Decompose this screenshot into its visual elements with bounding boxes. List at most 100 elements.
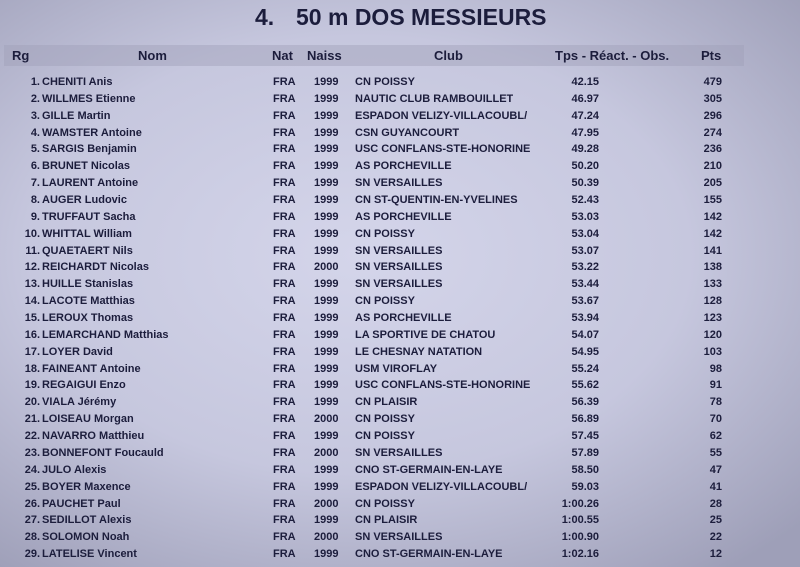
cell-points: 103 — [703, 345, 722, 358]
cell-rank: 22. — [24, 430, 40, 443]
cell-time: 47.24 — [571, 109, 599, 122]
header-birth: Naiss — [307, 48, 342, 63]
cell-nat: FRA — [273, 261, 296, 274]
cell-birth: 1999 — [314, 194, 339, 207]
cell-club: AS PORCHEVILLE — [355, 210, 452, 223]
cell-club: USC CONFLANS-STE-HONORINE — [355, 143, 531, 156]
cell-club: CN POISSY — [355, 430, 415, 443]
table-row: 15. LEROUX Thomas FRA 1999 AS PORCHEVILLE 53.… — [0, 312, 800, 329]
cell-birth: 1999 — [314, 278, 339, 291]
table-row: 14. LACOTE Matthias FRA 1999 CN POISSY 53.67 1… — [0, 295, 800, 312]
cell-points: 25 — [709, 514, 722, 527]
cell-club: CN PLAISIR — [355, 514, 418, 527]
table-row: 28. SOLOMON Noah FRA 2000 SN VERSAILLES 1:00.… — [0, 531, 800, 548]
table-row: 22. NAVARRO Matthieu FRA 1999 CN POISSY 57.45… — [0, 430, 800, 447]
cell-points: 479 — [703, 76, 722, 88]
cell-name: AUGER Ludovic — [42, 194, 127, 207]
cell-name: BONNEFONT Foucauld — [42, 446, 164, 459]
table-row: 24. JULO Alexis FRA 1999 CNO ST-GERMAIN-EN-L… — [0, 464, 800, 481]
cell-time: 53.04 — [571, 227, 599, 240]
cell-rank: 18. — [24, 362, 40, 375]
cell-birth: 1999 — [314, 548, 339, 561]
cell-birth: 2000 — [314, 261, 339, 274]
cell-time: 52.43 — [571, 194, 599, 207]
cell-birth: 1999 — [314, 76, 339, 88]
cell-birth: 1999 — [314, 295, 339, 308]
cell-club: CN ST-QUENTIN-EN-YVELINES — [355, 194, 518, 207]
cell-name: SEDILLOT Alexis — [42, 514, 132, 527]
cell-rank: 23. — [24, 446, 40, 459]
table-row: 9. TRUFFAUT Sacha FRA 1999 AS PORCHEVILLE 53.… — [0, 211, 800, 228]
cell-birth: 1999 — [314, 210, 339, 223]
table-row: 26. PAUCHET Paul FRA 2000 CN POISSY 1:00.26 28 — [0, 498, 800, 515]
cell-name: SARGIS Benjamin — [42, 143, 137, 156]
cell-name: GILLE Martin — [42, 109, 111, 122]
header-club: Club — [434, 48, 463, 63]
cell-nat: FRA — [273, 362, 296, 375]
cell-club: SN VERSAILLES — [355, 261, 443, 274]
cell-time: 57.45 — [571, 430, 599, 443]
cell-club: USC CONFLANS-STE-HONORINE — [355, 379, 531, 392]
cell-birth: 1999 — [314, 328, 339, 341]
cell-nat: FRA — [273, 396, 296, 409]
cell-nat: FRA — [273, 379, 296, 392]
cell-rank: 15. — [24, 312, 40, 325]
cell-points: 91 — [709, 379, 722, 392]
cell-points: 41 — [709, 480, 722, 493]
event-name: 50 m DOS MESSIEURS — [296, 4, 547, 30]
cell-name: BOYER Maxence — [42, 480, 131, 493]
table-row: 6. BRUNET Nicolas FRA 1999 AS PORCHEVILLE 50.… — [0, 160, 800, 177]
cell-points: 155 — [703, 194, 722, 207]
cell-time: 54.95 — [571, 345, 599, 358]
table-row: 10. WHITTAL William FRA 1999 CN POISSY 53.04 1… — [0, 228, 800, 245]
table-row: 11. QUAETAERT Nils FRA 1999 SN VERSAILLES 53.… — [0, 245, 800, 262]
header-time: Tps - Réact. - Obs. — [555, 48, 670, 63]
cell-time: 53.44 — [571, 278, 599, 291]
cell-name: REICHARDT Nicolas — [42, 261, 149, 274]
cell-name: BRUNET Nicolas — [42, 160, 131, 173]
cell-time: 49.28 — [571, 143, 599, 156]
cell-birth: 1999 — [314, 430, 339, 443]
table-row: 7. LAURENT Antoine FRA 1999 SN VERSAILLES 50.… — [0, 177, 800, 194]
cell-club: CNO ST-GERMAIN-EN-LAYE — [355, 463, 503, 476]
cell-nat: FRA — [273, 194, 296, 207]
cell-points: 55 — [709, 446, 722, 459]
cell-rank: 13. — [24, 278, 40, 291]
cell-name: TRUFFAUT Sacha — [42, 210, 136, 223]
cell-name: JULO Alexis — [42, 463, 107, 476]
cell-name: SOLOMON Noah — [42, 531, 130, 544]
cell-birth: 1999 — [314, 227, 339, 240]
table-row: 4. WAMSTER Antoine FRA 1999 CSN GUYANCOURT 47… — [0, 127, 800, 144]
cell-name: HUILLE Stanislas — [42, 278, 134, 291]
header-points: Pts — [701, 48, 722, 63]
cell-club: SN VERSAILLES — [355, 531, 443, 544]
cell-club: CNO ST-GERMAIN-EN-LAYE — [355, 548, 503, 561]
header-nat: Nat — [272, 48, 293, 63]
table-row: 20. VIALA Jérémy FRA 1999 CN PLAISIR 56.39 78 — [0, 396, 800, 413]
cell-club: SN VERSAILLES — [355, 244, 443, 257]
cell-time: 1:00.90 — [561, 531, 599, 544]
cell-name: PAUCHET Paul — [42, 497, 121, 510]
cell-rank: 1. — [30, 76, 40, 88]
cell-rank: 4. — [30, 126, 40, 139]
cell-birth: 1999 — [314, 345, 339, 358]
cell-points: 28 — [709, 497, 722, 510]
table-row: 29. LATELISE Vincent FRA 1999 CNO ST-GERMAIN… — [0, 548, 800, 565]
cell-points: 142 — [703, 210, 722, 223]
cell-rank: 10. — [24, 227, 40, 240]
cell-nat: FRA — [273, 497, 296, 510]
cell-birth: 1999 — [314, 160, 339, 173]
cell-points: 47 — [709, 463, 722, 476]
header-rank: Rg — [12, 48, 30, 63]
cell-time: 1:00.55 — [561, 514, 599, 527]
cell-nat: FRA — [273, 126, 296, 139]
table-row: 23. BONNEFONT Foucauld FRA 2000 SN VERSAILLE… — [0, 447, 800, 464]
cell-points: 138 — [703, 261, 722, 274]
cell-rank: 12. — [24, 261, 40, 274]
cell-rank: 11. — [25, 244, 40, 257]
cell-nat: FRA — [273, 160, 296, 173]
cell-name: LOYER David — [42, 345, 113, 358]
cell-time: 55.62 — [571, 379, 599, 392]
cell-rank: 25. — [24, 480, 40, 493]
cell-rank: 24. — [24, 463, 40, 476]
